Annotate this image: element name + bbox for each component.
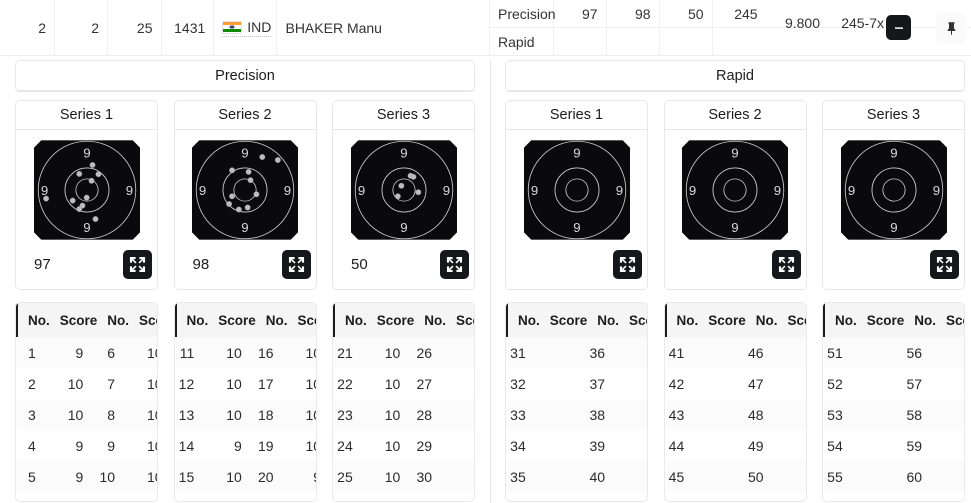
svg-text:9: 9 [774,183,781,198]
svg-text:9: 9 [573,220,580,235]
svg-text:9: 9 [83,220,90,235]
svg-text:9: 9 [241,146,248,161]
svg-text:9: 9 [442,183,449,198]
svg-text:9: 9 [731,220,738,235]
svg-text:9: 9 [615,183,622,198]
svg-text:9: 9 [890,146,897,161]
svg-text:9: 9 [731,146,738,161]
svg-text:9: 9 [83,146,90,161]
svg-text:9: 9 [241,220,248,235]
svg-text:9: 9 [357,183,364,198]
svg-text:9: 9 [689,183,696,198]
svg-text:9: 9 [125,183,132,198]
svg-text:9: 9 [573,146,580,161]
svg-text:9: 9 [40,183,47,198]
svg-text:9: 9 [847,183,854,198]
svg-text:9: 9 [284,183,291,198]
svg-text:9: 9 [400,146,407,161]
svg-text:9: 9 [530,183,537,198]
svg-text:9: 9 [400,220,407,235]
svg-text:9: 9 [199,183,206,198]
svg-text:9: 9 [890,220,897,235]
svg-text:9: 9 [932,183,939,198]
